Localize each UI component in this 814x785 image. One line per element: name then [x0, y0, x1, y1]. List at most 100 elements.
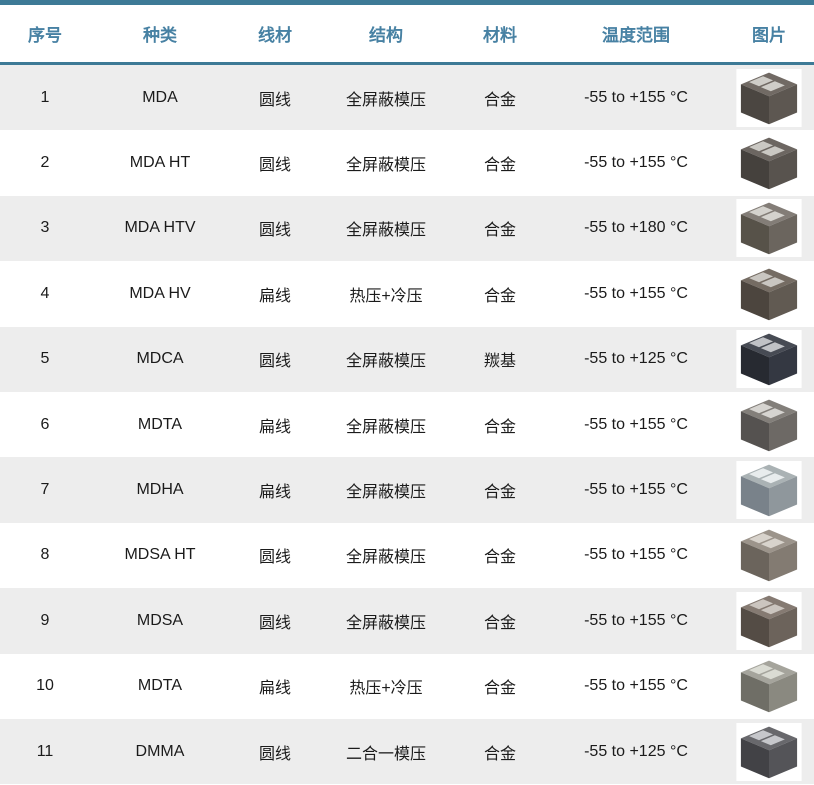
cell-structure: 热压+冷压 [349, 680, 423, 698]
cell-series: MDSA [136, 611, 184, 629]
cell-image [724, 327, 814, 392]
cell-structure: 全屏蔽模压 [345, 614, 426, 632]
cell-series: MDTA [137, 677, 183, 695]
cell-image [724, 588, 814, 653]
cell-temp-range: -55 to +125 °C [584, 350, 688, 368]
cell-image [724, 64, 814, 131]
table-row: 8 MDSA HT 圆线 全屏蔽模压 合金 -55 to +155 °C [0, 523, 814, 588]
cell-index: 2 [40, 154, 50, 172]
cell-wire: 扁线 [258, 484, 291, 502]
cell-temp-range: -55 to +180 °C [584, 219, 688, 237]
cell-material: 合金 [483, 157, 516, 175]
cell-material: 合金 [483, 484, 516, 502]
table-row: 4 MDA HV 扁线 热压+冷压 合金 -55 to +155 °C [0, 261, 814, 326]
cell-wire: 圆线 [258, 157, 291, 175]
cell-series: MDTA [137, 415, 183, 433]
cell-wire: 圆线 [258, 614, 291, 632]
cell-index: 6 [40, 415, 50, 433]
top-accent-bar [0, 0, 814, 5]
cell-wire: 扁线 [258, 287, 291, 305]
cell-material: 合金 [483, 680, 516, 698]
cell-material: 合金 [483, 222, 516, 240]
inductor-product-image [735, 264, 803, 323]
cell-series: MDSA HT [124, 546, 196, 564]
cell-structure: 全屏蔽模压 [345, 353, 426, 371]
cell-series: MDA HTV [124, 219, 196, 237]
column-header-image: 图片 [724, 5, 814, 65]
cell-index: 8 [40, 546, 50, 564]
cell-series: MDA HT [129, 154, 191, 172]
table-row: 9 MDSA 圆线 全屏蔽模压 合金 -55 to +155 °C [0, 588, 814, 654]
cell-image [724, 196, 814, 261]
cell-temp-range: -55 to +155 °C [584, 154, 688, 172]
header-row: 序号 种类 线材 结构 材料 温度范围 图片 [0, 5, 814, 65]
table-row: 7 MDHA 扁线 全屏蔽模压 合金 -55 to +155 °C [0, 457, 814, 523]
cell-index: 5 [40, 350, 50, 368]
inductor-product-image [735, 722, 803, 781]
cell-wire: 圆线 [258, 353, 291, 371]
cell-series: MDCA [136, 350, 184, 368]
cell-material: 羰基 [483, 353, 516, 371]
cell-temp-range: -55 to +155 °C [584, 611, 688, 629]
column-header-series: 种类 [90, 5, 230, 65]
cell-wire: 扁线 [258, 680, 291, 698]
cell-image [724, 523, 814, 588]
column-header-index: 序号 [0, 5, 90, 65]
cell-material: 合金 [483, 91, 516, 109]
cell-structure: 二合一模压 [345, 745, 426, 763]
cell-structure: 全屏蔽模压 [345, 222, 426, 240]
cell-series: MDHA [136, 481, 184, 499]
cell-wire: 圆线 [258, 222, 291, 240]
cell-index: 4 [40, 284, 50, 302]
table-row: 3 MDA HTV 圆线 全屏蔽模压 合金 -55 to +180 °C [0, 195, 814, 262]
cell-temp-range: -55 to +155 °C [584, 481, 688, 499]
table-row: 11 DMMA 圆线 二合一模压 合金 -55 to +125 °C [0, 718, 814, 785]
cell-image [724, 719, 814, 784]
table-row: 1 MDA 圆线 全屏蔽模压 合金 -55 to +155 °C [0, 63, 814, 131]
inductor-product-image [735, 134, 803, 193]
cell-image [724, 261, 814, 326]
cell-wire: 圆线 [258, 549, 291, 567]
cell-series: DMMA [135, 742, 185, 760]
inductor-product-image [735, 68, 803, 127]
cell-wire: 圆线 [258, 745, 291, 763]
cell-index: 3 [40, 219, 50, 237]
column-header-structure: 结构 [320, 5, 452, 65]
cell-index: 11 [36, 742, 54, 760]
cell-structure: 全屏蔽模压 [345, 91, 426, 109]
cell-material: 合金 [483, 549, 516, 567]
cell-temp-range: -55 to +155 °C [584, 284, 688, 302]
inductor-product-image [735, 199, 803, 258]
cell-wire: 圆线 [258, 91, 291, 109]
cell-series: MDA HV [129, 284, 191, 302]
cell-material: 合金 [483, 418, 516, 436]
inductor-product-image [735, 330, 803, 389]
column-header-wire: 线材 [230, 5, 320, 65]
cell-material: 合金 [483, 287, 516, 305]
cell-structure: 全屏蔽模压 [345, 157, 426, 175]
inductor-spec-table: 序号 种类 线材 结构 材料 温度范围 图片 1 MDA 圆线 全屏蔽模压 合金… [0, 5, 814, 785]
cell-image [724, 130, 814, 195]
table-row: 10 MDTA 扁线 热压+冷压 合金 -55 to +155 °C [0, 654, 814, 719]
table-row: 2 MDA HT 圆线 全屏蔽模压 合金 -55 to +155 °C [0, 130, 814, 195]
inductor-product-image [735, 591, 803, 650]
cell-material: 合金 [483, 614, 516, 632]
cell-temp-range: -55 to +125 °C [584, 742, 688, 760]
cell-index: 10 [36, 677, 54, 695]
cell-temp-range: -55 to +155 °C [584, 546, 688, 564]
cell-index: 1 [40, 88, 50, 106]
column-header-material: 材料 [452, 5, 548, 65]
inductor-product-image [735, 657, 803, 716]
cell-structure: 全屏蔽模压 [345, 418, 426, 436]
cell-material: 合金 [483, 745, 516, 763]
inductor-product-image [735, 526, 803, 585]
inductor-product-image [735, 395, 803, 454]
cell-image [724, 654, 814, 719]
cell-structure: 热压+冷压 [349, 287, 423, 305]
column-header-temp-range: 温度范围 [548, 5, 724, 65]
cell-structure: 全屏蔽模压 [345, 484, 426, 502]
cell-temp-range: -55 to +155 °C [584, 415, 688, 433]
inductor-product-image [735, 461, 803, 520]
cell-image [724, 392, 814, 457]
